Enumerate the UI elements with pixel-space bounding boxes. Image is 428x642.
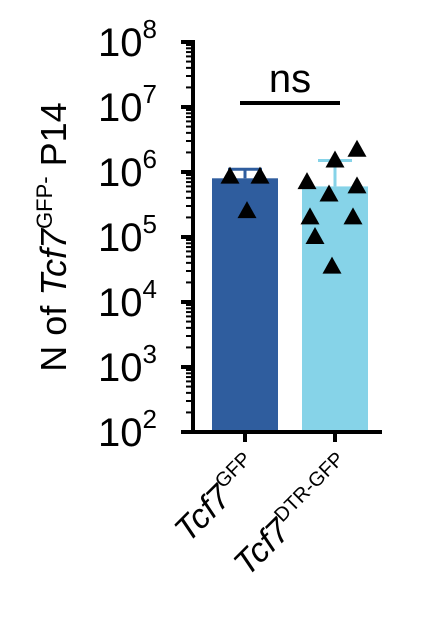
significance-label: ns (269, 57, 311, 101)
y-tick-label-base: 10 (98, 346, 143, 390)
y-tick-label-exponent: 8 (143, 14, 157, 44)
y-tick-label-base: 10 (98, 21, 143, 65)
y-tick-label-exponent: 3 (143, 339, 157, 369)
y-tick-label-6: 107 (98, 79, 157, 130)
y-tick-label-exponent: 5 (143, 209, 157, 239)
y-axis-title: N of Tcf7GFP- P14 (32, 102, 74, 371)
y-axis-title-prefix: N of (33, 296, 74, 372)
y-tick-label-3: 104 (98, 274, 157, 325)
data-point-2-2 (325, 150, 345, 168)
y-axis-title-gene: Tcf7 (33, 227, 74, 296)
y-axis-title-superscript: GFP- (32, 176, 57, 229)
y-tick-label-1: 102 (98, 404, 157, 455)
y-tick-label-base: 10 (98, 216, 143, 260)
y-tick-label-2: 103 (98, 339, 157, 390)
y-tick-label-7: 108 (98, 14, 157, 65)
bar-2 (302, 186, 368, 432)
y-tick-label-base: 10 (98, 86, 143, 130)
data-point-2-3 (297, 172, 317, 190)
y-tick-label-5: 106 (98, 144, 157, 195)
y-tick-label-base: 10 (98, 411, 143, 455)
y-tick-label-exponent: 2 (143, 404, 157, 434)
y-axis-title-suffix: P14 (33, 102, 74, 176)
data-point-2-9 (322, 256, 342, 274)
data-point-1-2 (250, 166, 270, 184)
y-tick-label-base: 10 (98, 281, 143, 325)
y-tick-label-base: 10 (98, 151, 143, 195)
bar-1 (212, 178, 278, 432)
significance-annotation: ns (240, 57, 340, 105)
y-tick-label-exponent: 6 (143, 144, 157, 174)
data-point-1-1 (220, 166, 240, 184)
y-tick-label-4: 105 (98, 209, 157, 260)
x-tick-label-superscript: DTR-GFP (270, 448, 348, 526)
data-points (220, 139, 367, 274)
data-point-1-3 (237, 201, 257, 219)
data-point-2-5 (319, 184, 339, 202)
data-point-2-4 (347, 176, 367, 194)
y-tick-label-exponent: 7 (143, 79, 157, 109)
data-point-2-7 (343, 207, 363, 225)
bars (212, 178, 368, 432)
data-point-2-8 (305, 227, 325, 244)
data-point-2-6 (300, 207, 320, 225)
y-axis-title-text: N of Tcf7GFP- P14 (32, 102, 74, 371)
y-tick-label-exponent: 4 (143, 274, 157, 304)
data-point-2-1 (347, 139, 367, 157)
